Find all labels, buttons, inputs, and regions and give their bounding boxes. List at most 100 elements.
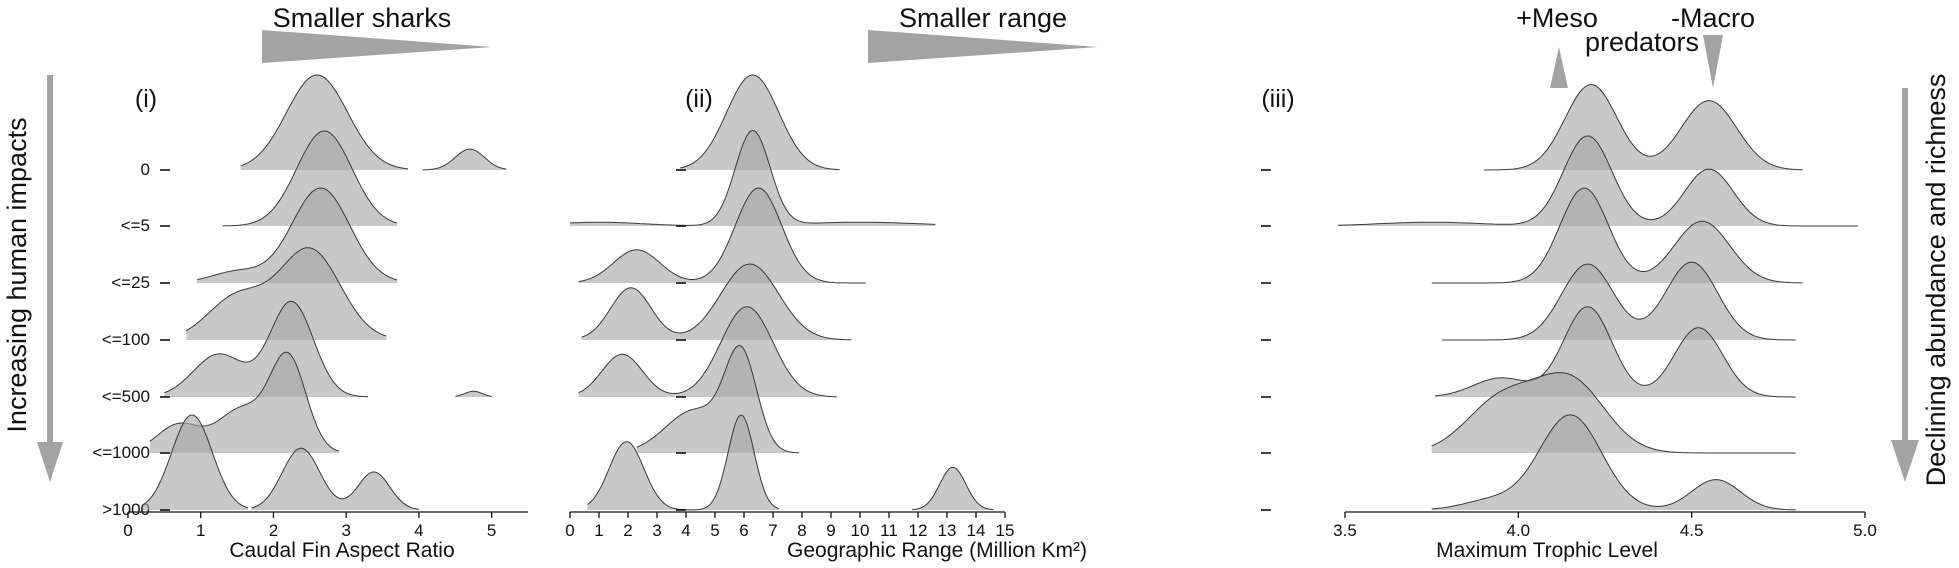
ridge-fill-panel1-row3-seg0 [186, 247, 387, 340]
left-arrow [37, 75, 63, 482]
ridge-line-panel1-row0-seg1 [422, 148, 507, 171]
ridge-line-panel3-row3-seg0 [1442, 261, 1796, 341]
ridge-line-panel2-row1-seg0 [569, 129, 936, 226]
x-tick-label-panel3-3: 5.0 [1853, 521, 1877, 540]
ridge-line-panel3-row1-seg0 [1338, 135, 1859, 227]
ridge-fill-panel3-row1-seg0 [1338, 135, 1859, 226]
banner-iii-left: +Meso [1516, 3, 1598, 33]
panel-tag-ii: (ii) [685, 85, 713, 113]
x-tick-label-panel2-6: 6 [739, 521, 748, 540]
ridge-line-panel3-row6-seg0 [1431, 414, 1796, 511]
ridge-fill-panel3-row0-seg0 [1483, 84, 1803, 170]
ridge-fill-panel1-row0-seg0 [240, 75, 408, 170]
ridge-line-panel3-row4-seg0 [1435, 306, 1796, 398]
ridge-fill-panel2-row5-seg0 [636, 345, 800, 453]
ridge-fill-panel2-row3-seg0 [581, 264, 852, 340]
row-label-1000: <=1000 [92, 443, 150, 462]
x-tick-label-panel2-3: 3 [652, 521, 661, 540]
ridge-line-panel1-row1-seg0 [222, 130, 398, 227]
ridge-line-panel2-row2-seg0 [578, 187, 866, 284]
x-tick-label-panel2-8: 8 [797, 521, 806, 540]
ridge-line-panel2-row3-seg0 [581, 263, 852, 341]
xlabel-i: Caudal Fin Aspect Ratio [229, 539, 454, 562]
ridge-fill-panel1-row4-seg1 [455, 391, 492, 397]
ridge-fill-panel3-row2-seg0 [1431, 188, 1803, 283]
x-tick-label-panel2-12: 12 [909, 521, 928, 540]
banner-iii-right: -Macro [1671, 3, 1755, 33]
meso-arrow-up [1550, 47, 1568, 88]
row-labels: 0 <=5 <=25 <=100 <=500 <=1000 >1000 [92, 160, 150, 519]
x-tick-label-panel1-3: 3 [341, 521, 350, 540]
x-tick-label-panel2-14: 14 [967, 521, 986, 540]
ridge-fill-panel3-row5-seg0 [1431, 372, 1796, 453]
panel-tag-iii: (iii) [1261, 85, 1294, 113]
ridge-fill-panel2-row0-seg0 [680, 75, 840, 170]
ridge-line-panel1-row6-seg1 [251, 447, 419, 510]
ridge-line-panel2-row5-seg0 [636, 344, 800, 454]
row-label-100: <=100 [102, 330, 150, 349]
banner-ii-text: Smaller range [899, 3, 1067, 33]
x-tick-label-panel2-0: 0 [565, 521, 574, 540]
ridge-line-panel3-row0-seg0 [1483, 84, 1803, 171]
x-tick-label-panel2-1: 1 [594, 521, 603, 540]
ridge-fill-panel2-row1-seg0 [570, 130, 936, 226]
xlabel-iii: Maximum Trophic Level [1436, 539, 1658, 562]
x-tick-label-panel3-2: 4.5 [1680, 521, 1704, 540]
x-tick-label-panel2-13: 13 [938, 521, 957, 540]
ridge-fill-panel1-row6-seg1 [251, 448, 419, 510]
row-label-gt1000: >1000 [102, 500, 150, 519]
banner-wedge-i [262, 30, 492, 63]
ridge-fill-panel2-row6-seg1 [912, 467, 994, 510]
ridge-fill-panel1-row1-seg0 [222, 131, 398, 226]
right-title: Declining abundance and richness [1921, 74, 1951, 487]
x-tick-label-panel2-9: 9 [826, 521, 835, 540]
x-tick-label-panel1-0: 0 [123, 521, 132, 540]
row-label-5: <=5 [121, 216, 150, 235]
ridge-line-panel2-row6-seg1 [912, 466, 994, 511]
row-label-500: <=500 [102, 387, 150, 406]
ridge-fill-panel3-row4-seg0 [1435, 306, 1796, 397]
right-arrow [1891, 88, 1919, 482]
macro-arrow-down [1703, 35, 1723, 88]
x-tick-label-panel1-4: 4 [414, 521, 423, 540]
ridge-line-panel3-row2-seg0 [1431, 187, 1803, 284]
panel-tag-i: (i) [135, 85, 157, 113]
row-label-25: <=25 [111, 273, 150, 292]
ridge-fill-panel1-row0-seg1 [422, 149, 507, 170]
x-tick-label-panel3-0: 3.5 [1333, 521, 1357, 540]
x-tick-label-panel2-7: 7 [768, 521, 777, 540]
ridge-fill-panel1-row2-seg0 [197, 188, 398, 283]
banner-iii-center: predators [1585, 27, 1699, 57]
ridge-fill-panel3-row3-seg0 [1442, 262, 1796, 340]
y-axis-title: Increasing human impacts [2, 117, 32, 432]
ridge-line-panel1-row3-seg0 [185, 247, 387, 337]
ridge-line-panel2-row0-seg0 [680, 74, 840, 171]
x-tick-label-panel1-5: 5 [487, 521, 496, 540]
banner-i-text: Smaller sharks [273, 3, 452, 33]
row-label-0: 0 [141, 160, 150, 179]
ridge-fill-panel2-row6-seg0 [587, 415, 779, 510]
ridge-line-panel1-row5-seg0 [149, 351, 340, 452]
x-tick-label-panel1-2: 2 [269, 521, 278, 540]
ridge-fill-panel2-row4-seg0 [578, 306, 837, 397]
ridge-line-panel1-row4-seg1 [455, 390, 492, 397]
x-tick-label-panel2-2: 2 [623, 521, 632, 540]
x-tick-label-panel1-1: 1 [196, 521, 205, 540]
ridge-line-panel1-row2-seg0 [196, 187, 398, 281]
x-tick-label-panel2-10: 10 [851, 521, 870, 540]
ridge-fill-panel2-row2-seg0 [578, 188, 866, 283]
x-tick-label-panel2-4: 4 [681, 521, 690, 540]
banner-wedge-ii [868, 30, 1098, 63]
ridge-line-panel1-row6-seg0 [142, 414, 249, 509]
ridge-fill-panel3-row6-seg0 [1431, 414, 1796, 510]
x-tick-label-panel3-1: 4.0 [1507, 521, 1531, 540]
x-tick-label-panel2-5: 5 [710, 521, 719, 540]
xlabel-ii: Geographic Range (Million Km²) [787, 539, 1087, 562]
ridge-line-panel2-row4-seg0 [578, 306, 837, 398]
ridge-line-panel3-row5-seg0 [1431, 372, 1796, 454]
ridge-fill-panel1-row4-seg0 [164, 301, 368, 397]
ridge-line-panel1-row4-seg0 [164, 300, 369, 398]
x-tick-label-panel2-11: 11 [880, 521, 898, 540]
x-tick-label-panel2-15: 15 [996, 521, 1015, 540]
